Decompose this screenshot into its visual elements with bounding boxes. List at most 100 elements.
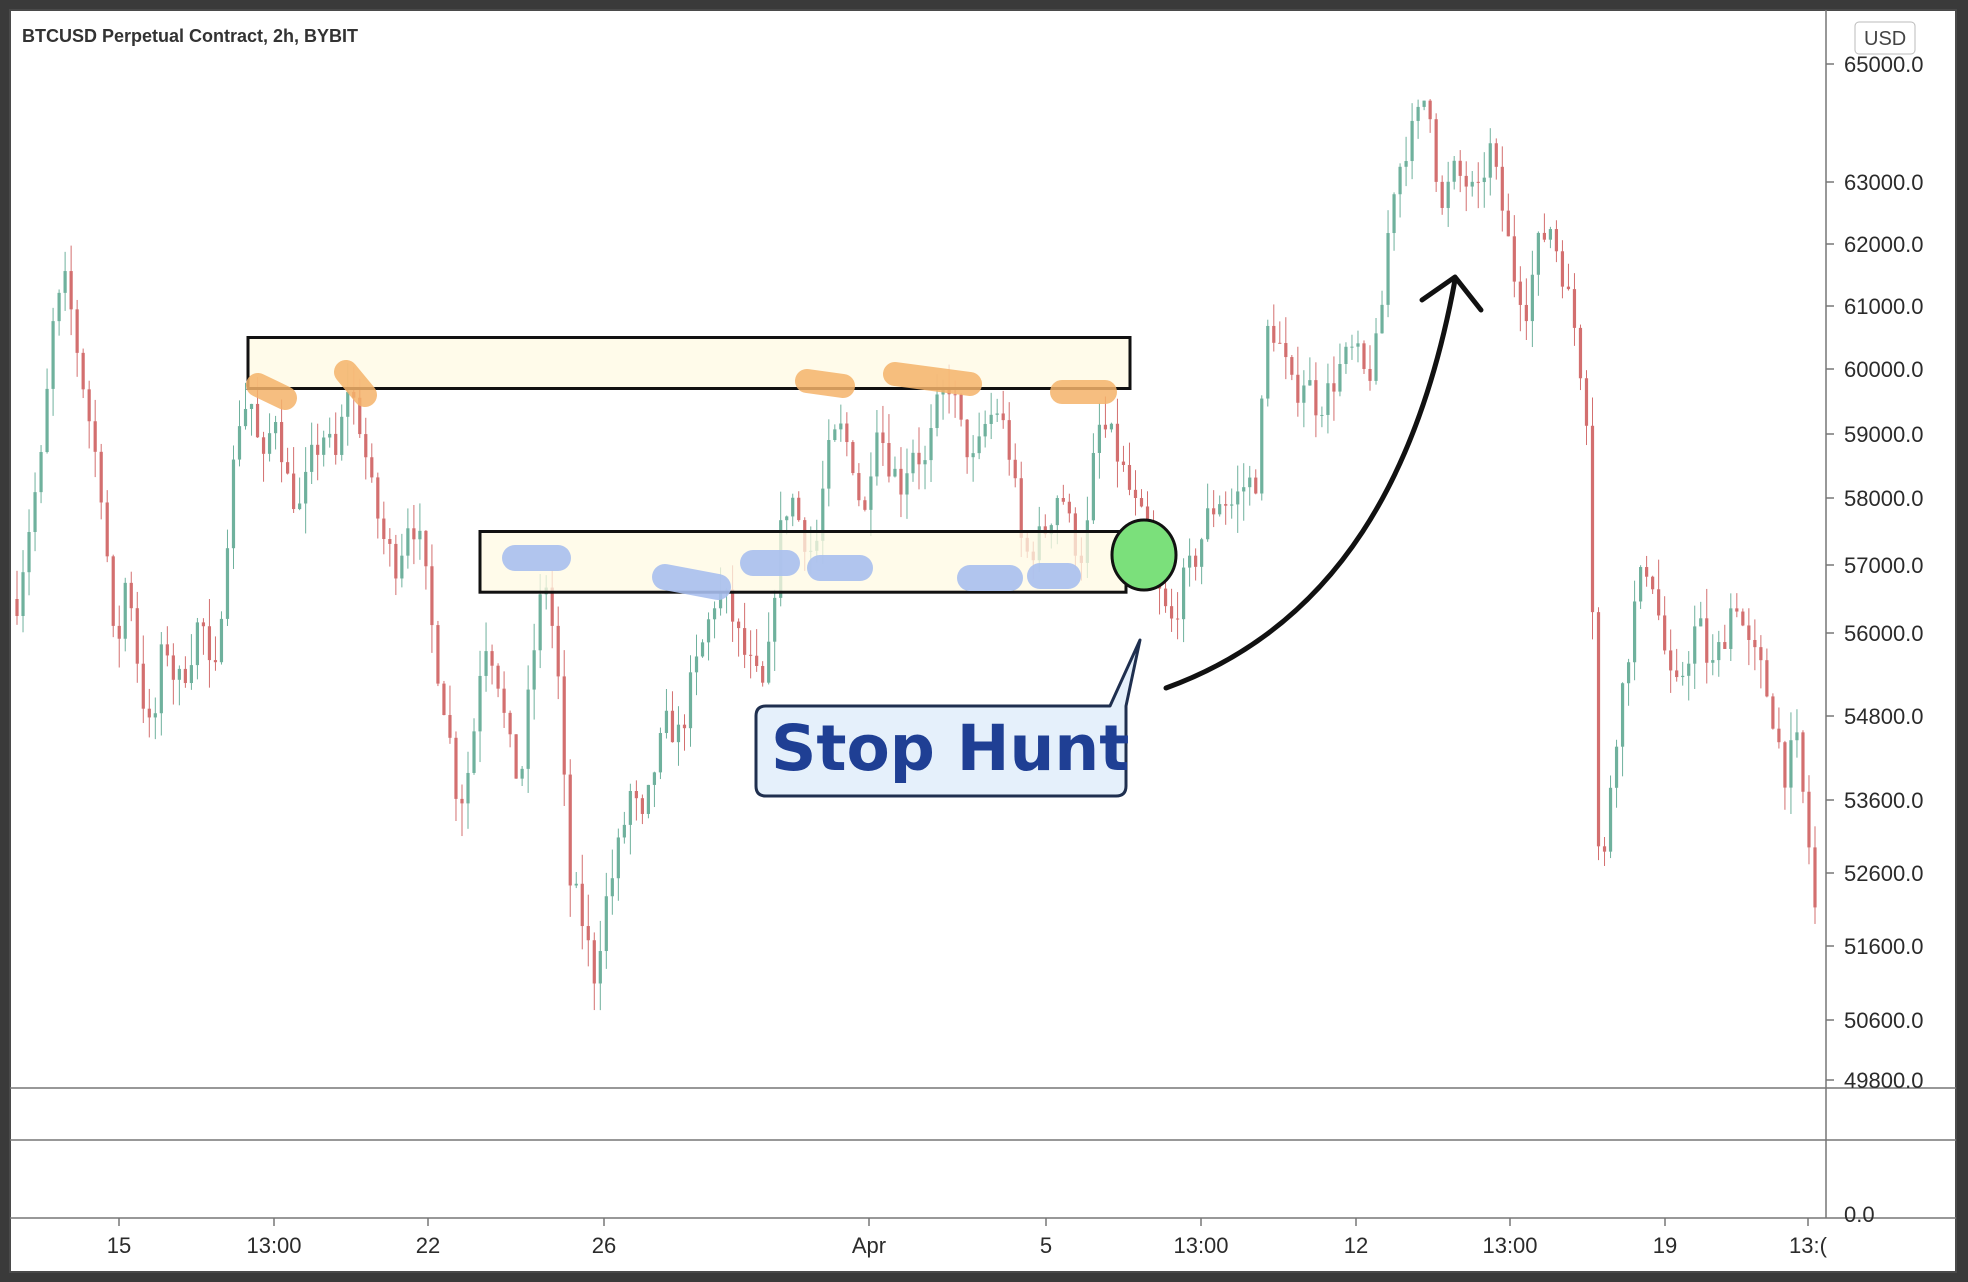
candle: [1139, 489, 1144, 508]
candle-body: [436, 625, 440, 684]
candle: [1115, 398, 1120, 488]
candle-body: [532, 650, 536, 690]
candle: [237, 400, 242, 467]
candle: [562, 650, 566, 806]
candle-body: [676, 724, 681, 743]
candle: [1296, 346, 1300, 417]
candle-body: [87, 389, 91, 422]
time-tick-label: 13:00: [246, 1233, 301, 1258]
candle: [213, 636, 218, 671]
candle-body: [1242, 487, 1246, 492]
candle: [1729, 593, 1733, 662]
candle: [406, 508, 410, 569]
candle-body: [159, 644, 163, 714]
candle: [616, 828, 620, 901]
candle: [424, 530, 428, 590]
candle: [1368, 345, 1372, 391]
candle-body: [562, 676, 566, 775]
candle: [442, 680, 446, 716]
candle: [1169, 588, 1174, 632]
candle: [1500, 146, 1504, 232]
candle-body: [1813, 847, 1817, 908]
candle: [388, 528, 392, 567]
candle: [267, 413, 272, 462]
candle: [965, 418, 969, 474]
candle-body: [821, 488, 825, 541]
candle: [887, 414, 891, 483]
candle: [905, 448, 909, 519]
candle: [791, 493, 795, 527]
candle: [1175, 592, 1180, 640]
candle-body: [1765, 660, 1769, 697]
candle: [129, 571, 133, 622]
candle: [1446, 161, 1450, 227]
candle-body: [394, 543, 398, 579]
candle-body: [983, 423, 987, 437]
candle-body: [1620, 683, 1625, 747]
candle-body: [1127, 464, 1132, 490]
candle-body: [460, 798, 464, 804]
candle-body: [484, 651, 488, 676]
currency-badge[interactable]: USD: [1854, 21, 1916, 55]
price-tick-label: 59000.0: [1844, 422, 1924, 447]
candle-body: [1236, 491, 1240, 505]
candle-body: [1789, 740, 1793, 788]
candle: [1765, 648, 1769, 698]
candle-body: [1608, 787, 1613, 852]
candle-body: [646, 784, 651, 814]
candle-body: [382, 518, 386, 540]
candle: [688, 655, 693, 747]
time-tick-label: 15: [107, 1233, 131, 1258]
candle: [141, 635, 145, 724]
price-tick-label: 53600.0: [1844, 788, 1924, 813]
candle-body: [1103, 424, 1108, 430]
candle-body: [604, 896, 608, 952]
support-zone: [478, 530, 1128, 594]
candle: [207, 598, 212, 688]
candle-body: [1254, 477, 1258, 494]
candle: [676, 706, 681, 766]
candle-body: [1681, 675, 1685, 678]
candle: [1560, 240, 1565, 299]
candle: [1109, 422, 1114, 433]
candle: [1620, 682, 1625, 777]
candle-body: [99, 451, 103, 503]
candle: [995, 398, 999, 422]
candle: [201, 618, 206, 655]
candle: [183, 656, 187, 688]
candle: [340, 404, 344, 461]
candle-body: [231, 459, 236, 549]
candle: [743, 602, 747, 669]
candle-body: [1771, 696, 1775, 729]
candle-body: [1645, 567, 1649, 577]
price-tick-label: 65000.0: [1844, 52, 1924, 77]
price-tick-label: 56000.0: [1844, 621, 1924, 646]
candle: [749, 630, 753, 679]
candle: [1284, 317, 1288, 380]
candle: [1338, 343, 1342, 397]
candle: [1248, 465, 1252, 506]
candle-body: [586, 926, 590, 941]
candle-body: [51, 321, 55, 389]
candle-body: [207, 626, 212, 661]
candle-body: [598, 951, 602, 984]
candle-body: [592, 940, 596, 984]
candle: [634, 780, 638, 821]
candle: [1121, 445, 1126, 472]
candle: [111, 554, 115, 638]
candle: [1320, 406, 1324, 428]
candle: [45, 368, 49, 454]
candle-body: [953, 394, 957, 396]
candle: [1181, 558, 1186, 643]
candle-body: [791, 497, 795, 517]
candle-body: [911, 452, 915, 474]
stop-hunt-marker: [1110, 518, 1178, 592]
candle-body: [370, 457, 374, 478]
candle-body: [568, 774, 572, 886]
candle-body: [1596, 612, 1601, 847]
price-tick-label: 57000.0: [1844, 553, 1924, 578]
candle: [105, 490, 109, 563]
candle-body: [1741, 611, 1745, 626]
candle-body: [1536, 232, 1540, 275]
candle-body: [887, 443, 891, 477]
